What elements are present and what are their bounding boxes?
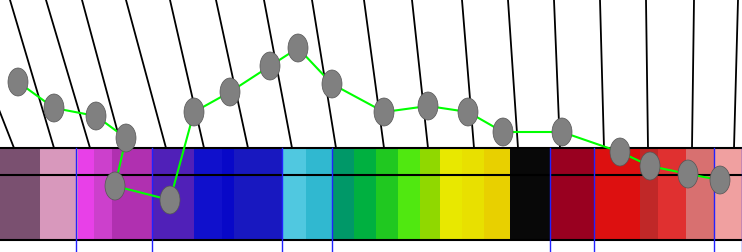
Bar: [640, 175, 658, 240]
Bar: [640, 148, 658, 175]
Ellipse shape: [640, 152, 660, 180]
Bar: [658, 175, 686, 240]
Bar: [398, 175, 420, 240]
Bar: [686, 148, 714, 175]
Ellipse shape: [322, 70, 342, 98]
Bar: [332, 148, 354, 175]
Ellipse shape: [288, 34, 308, 62]
Bar: [550, 148, 594, 175]
Bar: [94, 148, 112, 175]
Bar: [354, 148, 376, 175]
Ellipse shape: [678, 160, 698, 188]
Bar: [94, 175, 112, 240]
Bar: [510, 175, 550, 240]
Bar: [152, 148, 194, 175]
Ellipse shape: [105, 172, 125, 200]
Bar: [78, 148, 94, 175]
Ellipse shape: [493, 118, 513, 146]
Bar: [550, 175, 594, 240]
Bar: [40, 148, 78, 175]
Ellipse shape: [418, 92, 438, 120]
Bar: [0, 175, 40, 240]
Bar: [282, 175, 306, 240]
Bar: [376, 148, 398, 175]
Ellipse shape: [116, 124, 136, 152]
Ellipse shape: [458, 98, 478, 126]
Bar: [354, 175, 376, 240]
Bar: [306, 148, 332, 175]
Ellipse shape: [44, 94, 64, 122]
Ellipse shape: [86, 102, 106, 130]
Bar: [78, 175, 94, 240]
Bar: [484, 148, 510, 175]
Ellipse shape: [610, 138, 630, 166]
Bar: [194, 175, 222, 240]
Bar: [222, 148, 234, 175]
Ellipse shape: [160, 186, 180, 214]
Bar: [510, 148, 550, 175]
Bar: [594, 148, 640, 175]
Bar: [376, 175, 398, 240]
Bar: [234, 175, 282, 240]
Bar: [440, 175, 462, 240]
Bar: [306, 175, 332, 240]
Ellipse shape: [552, 118, 572, 146]
Bar: [658, 148, 686, 175]
Bar: [420, 148, 440, 175]
Bar: [152, 175, 194, 240]
Bar: [686, 175, 714, 240]
Bar: [714, 175, 742, 240]
Bar: [40, 175, 78, 240]
Bar: [194, 148, 222, 175]
Bar: [462, 175, 484, 240]
Bar: [440, 148, 462, 175]
Bar: [420, 175, 440, 240]
Bar: [112, 175, 152, 240]
Bar: [714, 148, 742, 175]
Bar: [462, 148, 484, 175]
Bar: [594, 175, 640, 240]
Ellipse shape: [184, 98, 204, 126]
Ellipse shape: [8, 68, 28, 96]
Bar: [484, 175, 510, 240]
Bar: [332, 175, 354, 240]
Ellipse shape: [220, 78, 240, 106]
Bar: [222, 175, 234, 240]
Ellipse shape: [710, 166, 730, 194]
Ellipse shape: [374, 98, 394, 126]
Bar: [112, 148, 152, 175]
Bar: [282, 148, 306, 175]
Bar: [0, 148, 40, 175]
Bar: [398, 148, 420, 175]
Ellipse shape: [260, 52, 280, 80]
Bar: [234, 148, 282, 175]
